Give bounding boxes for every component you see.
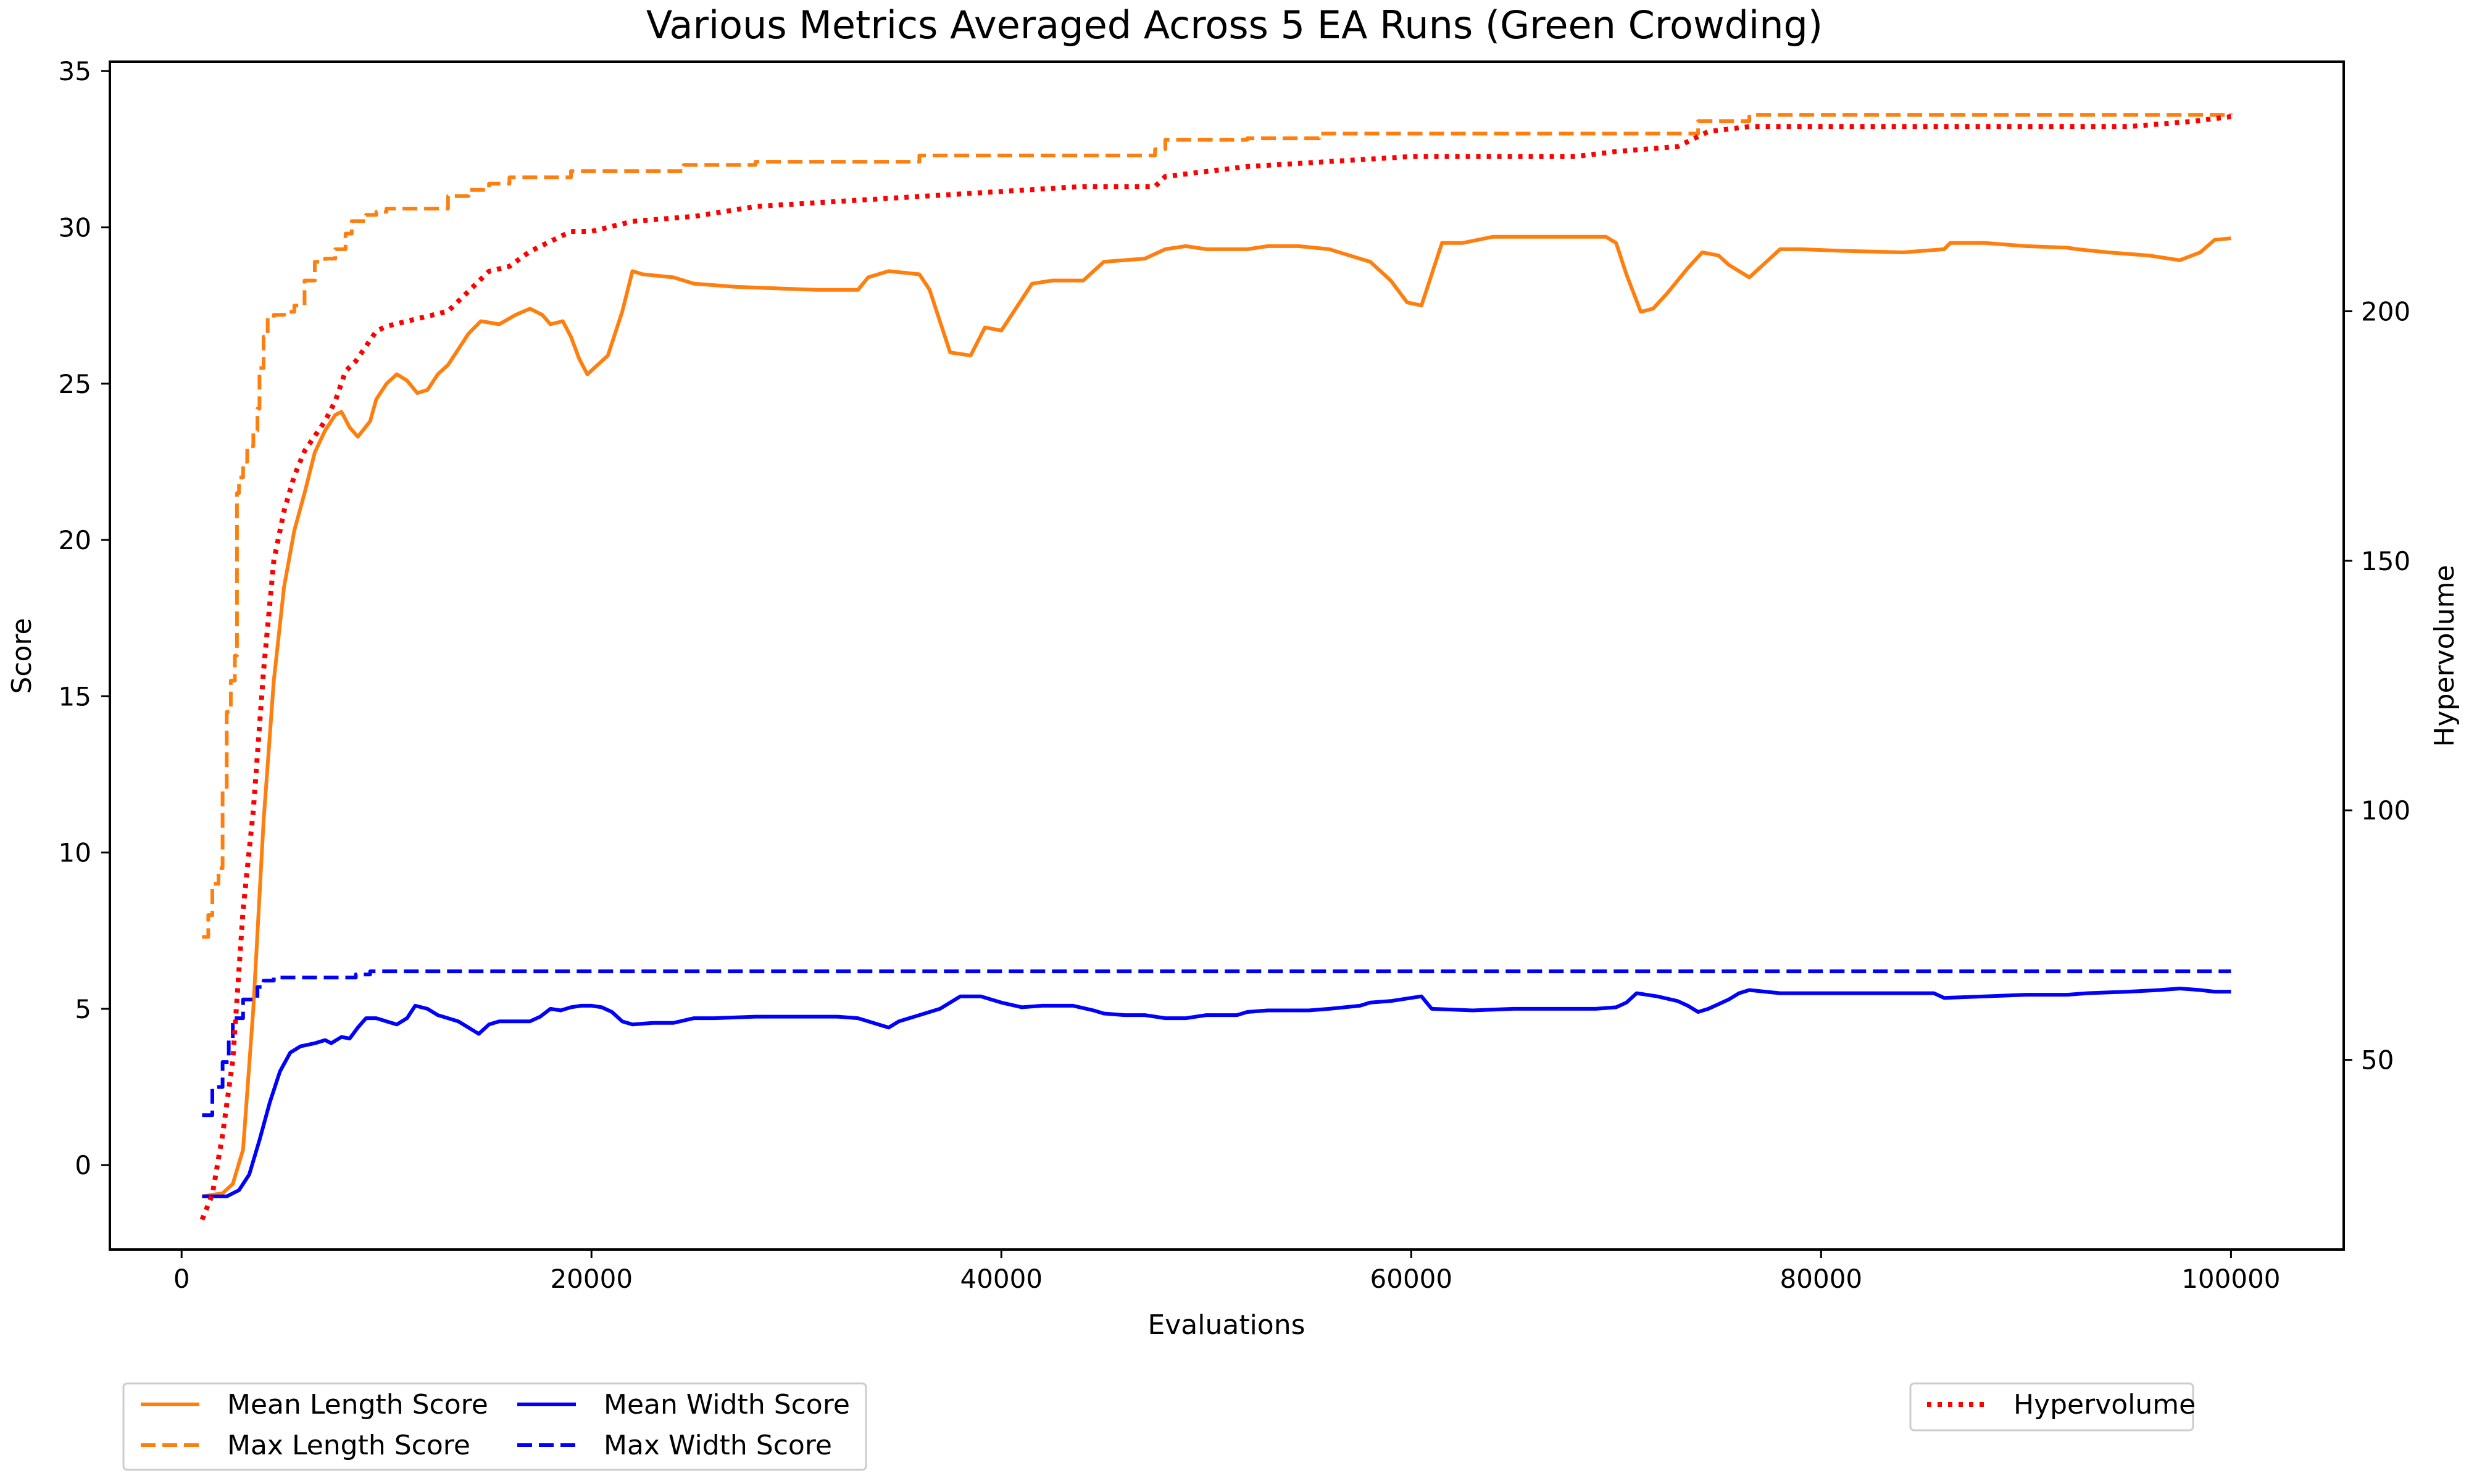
y-tick-label: 0 — [75, 1150, 91, 1180]
legend-label: Hypervolume — [2013, 1389, 2196, 1420]
y-axis-label: Score — [6, 618, 38, 694]
series-line-max-length-score — [202, 113, 2233, 939]
y-axis-right: 50 100 150 200 — [2344, 296, 2410, 1076]
y2-tick-label: 100 — [2361, 795, 2410, 826]
y-tick-label: 5 — [75, 994, 91, 1024]
y-tick-label: 20 — [59, 525, 91, 555]
y-tick-label: 35 — [59, 56, 91, 86]
y-tick-label: 25 — [59, 369, 91, 399]
x-tick-label: 60000 — [1370, 1264, 1453, 1294]
legend-left: Mean Length Score Max Length Score Mean Wi… — [122, 1382, 867, 1471]
series-line-mean-length-score — [201, 234, 2231, 1198]
y2-tick-label: 200 — [2361, 296, 2410, 326]
y-axis-left: 0 5 10 15 20 25 30 35 — [59, 56, 110, 1180]
x-tick-label: 20000 — [550, 1264, 633, 1294]
y-tick-label: 30 — [59, 212, 91, 242]
x-axis: 0 20000 40000 60000 80000 100000 — [173, 1250, 2281, 1294]
x-tick-label: 40000 — [960, 1264, 1043, 1294]
y2-tick-label: 150 — [2361, 546, 2410, 576]
x-tick-label: 100000 — [2181, 1264, 2280, 1294]
x-tick-label: 0 — [173, 1264, 190, 1294]
x-tick-label: 80000 — [1780, 1264, 1863, 1294]
y2-axis-label: Hypervolume — [2429, 565, 2460, 747]
series-layer — [199, 113, 2233, 1221]
series-line-hypervolume — [199, 114, 2231, 1221]
chart-title: Various Metrics Averaged Across 5 EA Run… — [646, 2, 1823, 48]
legend-box — [1909, 1382, 2194, 1432]
legend-label: Mean Length Score — [227, 1389, 488, 1420]
plot-frame — [109, 60, 2345, 1251]
legend-label: Mean Width Score — [604, 1389, 850, 1420]
series-line-max-width-score — [202, 969, 2231, 1117]
legend-label: Max Width Score — [604, 1430, 832, 1461]
legend-label: Max Length Score — [227, 1430, 470, 1461]
legend-right: Hypervolume — [1909, 1382, 2196, 1432]
legend-box — [122, 1382, 867, 1471]
y-tick-label: 15 — [59, 681, 91, 711]
y-tick-label: 10 — [59, 838, 91, 868]
x-axis-label: Evaluations — [1147, 1309, 1305, 1341]
y2-tick-label: 50 — [2361, 1045, 2394, 1076]
series-line-mean-width-score — [202, 987, 2231, 1198]
